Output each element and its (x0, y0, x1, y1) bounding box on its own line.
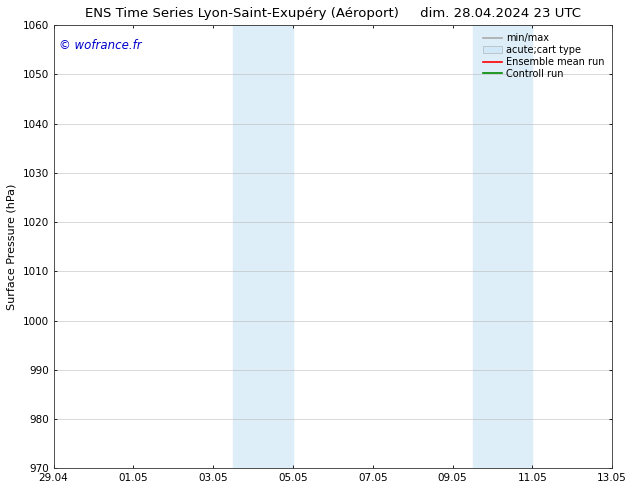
Legend: min/max, acute;cart type, Ensemble mean run, Controll run: min/max, acute;cart type, Ensemble mean … (480, 30, 607, 82)
Bar (472, 25, 533, 468)
Title: ENS Time Series Lyon-Saint-Exupéry (Aéroport)     dim. 28.04.2024 23 UTC: ENS Time Series Lyon-Saint-Exupéry (Aéro… (85, 7, 581, 20)
Bar (233, 25, 293, 468)
Text: © wofrance.fr: © wofrance.fr (59, 39, 142, 51)
Y-axis label: Surface Pressure (hPa): Surface Pressure (hPa) (7, 184, 17, 310)
